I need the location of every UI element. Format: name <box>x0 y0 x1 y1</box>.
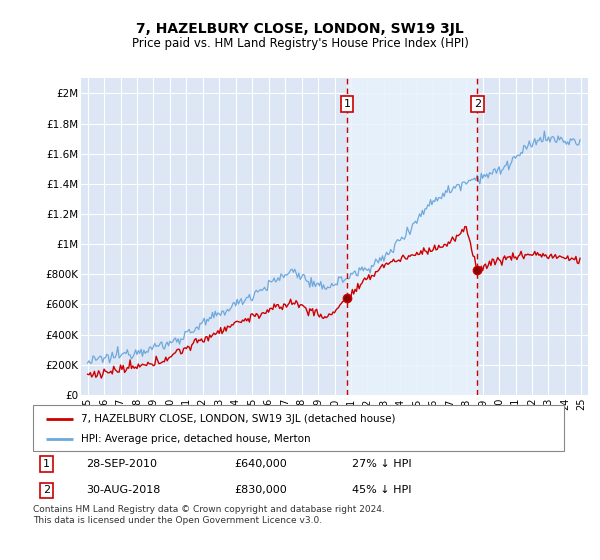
Text: £640,000: £640,000 <box>235 459 287 469</box>
Text: £830,000: £830,000 <box>235 486 287 496</box>
Text: 27% ↓ HPI: 27% ↓ HPI <box>352 459 411 469</box>
Text: Price paid vs. HM Land Registry's House Price Index (HPI): Price paid vs. HM Land Registry's House … <box>131 37 469 50</box>
Text: 1: 1 <box>43 459 50 469</box>
Text: 30-AUG-2018: 30-AUG-2018 <box>86 486 160 496</box>
Bar <box>347 78 477 395</box>
Text: 1: 1 <box>343 99 350 109</box>
Text: 2: 2 <box>473 99 481 109</box>
Text: 45% ↓ HPI: 45% ↓ HPI <box>352 486 411 496</box>
Text: HPI: Average price, detached house, Merton: HPI: Average price, detached house, Mert… <box>81 435 310 444</box>
Text: 7, HAZELBURY CLOSE, LONDON, SW19 3JL (detached house): 7, HAZELBURY CLOSE, LONDON, SW19 3JL (de… <box>81 414 395 424</box>
Text: Contains HM Land Registry data © Crown copyright and database right 2024.
This d: Contains HM Land Registry data © Crown c… <box>33 505 385 525</box>
Text: 7, HAZELBURY CLOSE, LONDON, SW19 3JL: 7, HAZELBURY CLOSE, LONDON, SW19 3JL <box>136 22 464 36</box>
Text: 2: 2 <box>43 486 50 496</box>
Text: 28-SEP-2010: 28-SEP-2010 <box>86 459 157 469</box>
